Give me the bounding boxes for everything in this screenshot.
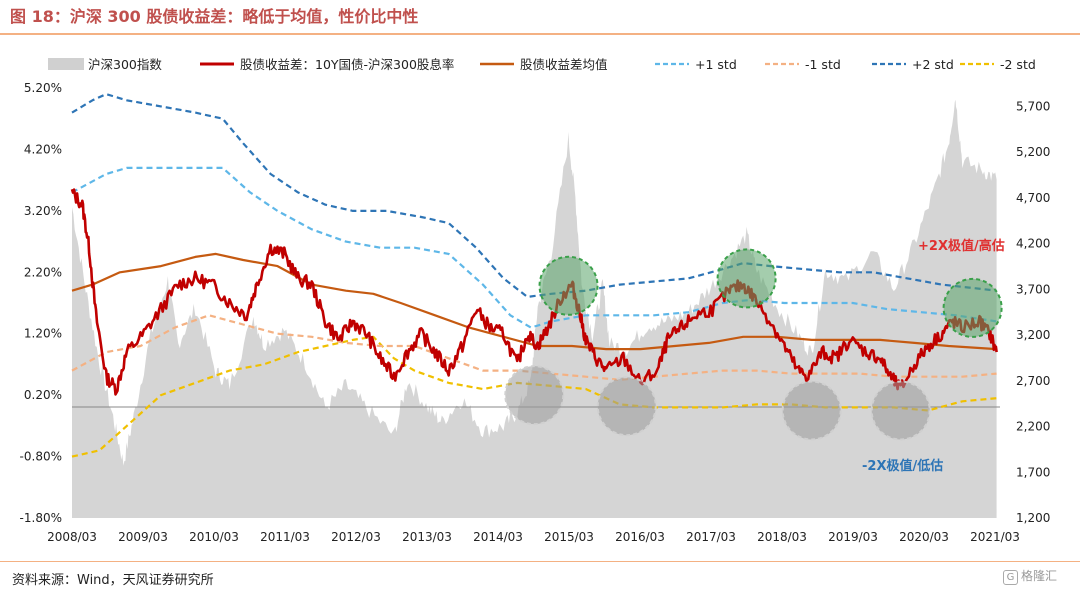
series-line-m2 (71, 335, 997, 458)
highlight-circle-low (781, 380, 842, 441)
y-left-tick-label: -0.80% (20, 450, 62, 464)
series-line-spread (70, 188, 998, 396)
legend-label-p1: +1 std (695, 57, 737, 72)
watermark-logo-icon: G (1003, 570, 1018, 585)
legend-label-m2: -2 std (1000, 57, 1036, 72)
series-area-hs300 (72, 99, 997, 519)
title-divider (0, 33, 1080, 35)
highlight-circle-low (870, 380, 931, 441)
y-left-tick-label: 0.20% (24, 388, 62, 402)
watermark-text: 格隆汇 (1021, 569, 1058, 583)
x-tick-label: 2008/03 (47, 530, 97, 544)
x-tick-label: 2020/03 (899, 530, 949, 544)
series-line-p2 (71, 93, 997, 298)
x-tick-label: 2017/03 (686, 530, 736, 544)
y-left-tick-label: -1.80% (20, 511, 62, 525)
y-right-tick-label: 3,200 (1016, 328, 1050, 342)
footer-divider (0, 561, 1080, 562)
legend-label-m1: -1 std (805, 57, 841, 72)
legend-label-hs300: 沪深300指数 (88, 57, 162, 72)
figure-title: 图 18：沪深 300 股债收益差：略低于均值，性价比中性 (10, 7, 419, 26)
x-tick-label: 2019/03 (828, 530, 878, 544)
legend: 沪深300指数 股债收益差：10Y国债-沪深300股息率 股债收益差均值 +1 std… (48, 57, 1036, 72)
x-tick-label: 2009/03 (118, 530, 168, 544)
y-left-tick-label: 5.20% (24, 81, 62, 95)
x-tick-label: 2015/03 (544, 530, 594, 544)
y-right-tick-label: 2,700 (1016, 374, 1050, 388)
highlight-circles-layer (504, 248, 1003, 441)
y-right-tick-label: 2,200 (1016, 420, 1050, 434)
axes-layer: 5.20% 4.20% 3.20% 2.20% 1.20% 0.20% -0.80% -1.8… (20, 81, 1051, 544)
x-tick-label: 2018/03 (757, 530, 807, 544)
x-tick-label: 2021/03 (970, 530, 1020, 544)
legend-label-mean: 股债收益差均值 (520, 57, 608, 72)
highlight-circle-high (942, 277, 1003, 338)
legend-label-p2: +2 std (912, 57, 954, 72)
x-tick-label: 2010/03 (189, 530, 239, 544)
annotation-high: +2X极值/高估 (918, 238, 1005, 254)
y-right-tick-label: 1,700 (1016, 465, 1050, 479)
y-left-tick-label: 1.20% (24, 327, 62, 341)
legend-label-spread: 股债收益差：10Y国债-沪深300股息率 (240, 57, 454, 72)
y-left-tick-label: 2.20% (24, 265, 62, 279)
y-left-tick-label: 4.20% (24, 142, 62, 156)
highlight-circle-high (716, 248, 777, 309)
x-tick-label: 2014/03 (473, 530, 523, 544)
y-right-tick-label: 4,200 (1016, 237, 1050, 251)
x-tick-label: 2016/03 (615, 530, 665, 544)
x-tick-label: 2011/03 (260, 530, 310, 544)
y-right-tick-label: 1,200 (1016, 511, 1050, 525)
legend-swatch-hs300 (48, 58, 84, 70)
spread-chart: 5.20% 4.20% 3.20% 2.20% 1.20% 0.20% -0.80% -1.8… (20, 57, 1051, 544)
watermark: G 格隆汇 (1003, 567, 1057, 585)
highlight-circle-low (504, 365, 565, 426)
y-right-tick-label: 5,200 (1016, 145, 1050, 159)
highlight-circle-high (538, 255, 599, 316)
series-line-p1 (71, 166, 997, 329)
y-right-tick-label: 5,700 (1016, 99, 1050, 113)
x-tick-label: 2013/03 (402, 530, 452, 544)
y-right-tick-label: 4,700 (1016, 191, 1050, 205)
x-tick-label: 2012/03 (331, 530, 381, 544)
y-right-tick-label: 3,700 (1016, 282, 1050, 296)
hs300-area-layer (72, 99, 997, 519)
source-note: 资料来源：Wind，天风证券研究所 (12, 573, 214, 588)
highlight-circle-low (596, 376, 657, 437)
annotation-low: -2X极值/低估 (862, 458, 943, 474)
y-left-tick-label: 3.20% (24, 204, 62, 218)
